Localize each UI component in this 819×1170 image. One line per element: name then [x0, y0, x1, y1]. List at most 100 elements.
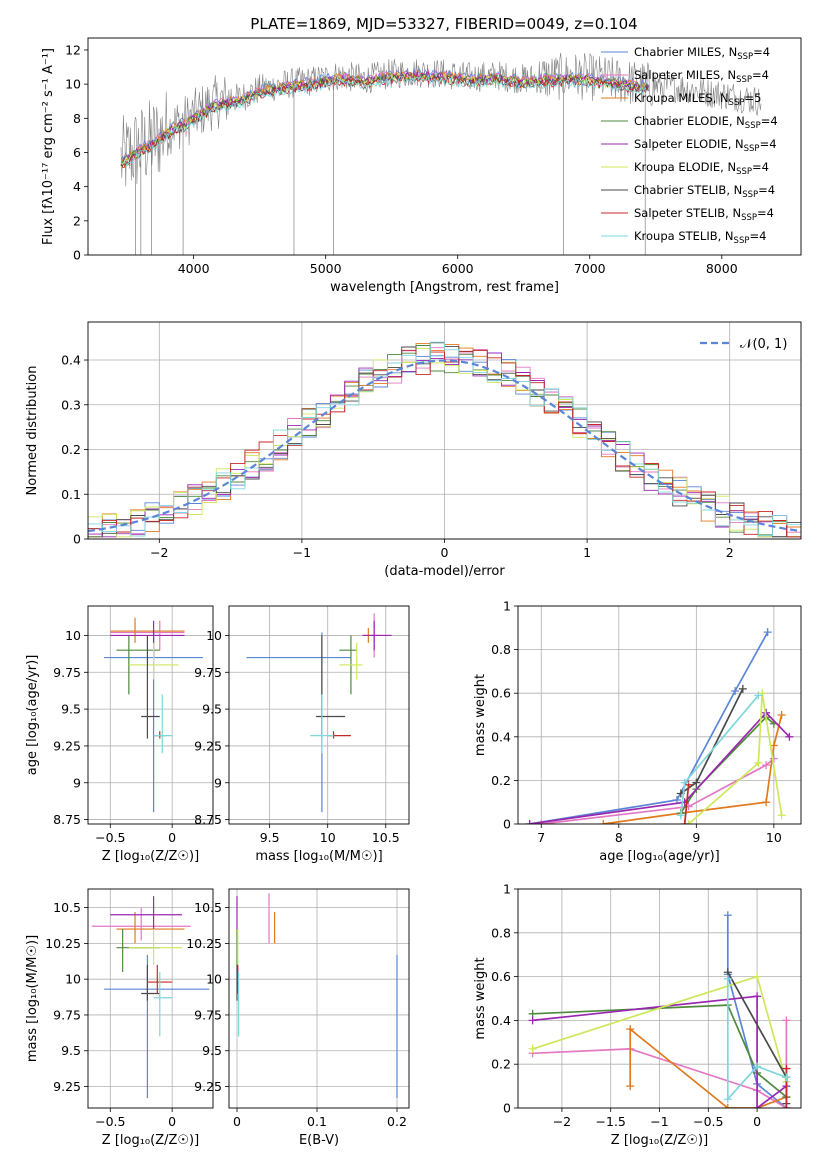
legend-label-text: Salpeter ELODIE, N: [634, 137, 744, 151]
axes-frame: [517, 888, 802, 1109]
x-tick-label: 5000: [310, 261, 342, 276]
legend-label-text: Kroupa STELIB, N: [634, 229, 734, 243]
x-tick-label: 8: [615, 830, 623, 845]
legend-label: Kroupa ELODIE, NSSP=4: [634, 160, 769, 177]
legend-label-suffix: =4: [752, 160, 769, 174]
y-tick-label: 9.25: [53, 738, 81, 753]
legend-label: Salpeter STELIB, NSSP=4: [634, 206, 774, 223]
legend-label: 𝒩(0, 1): [740, 337, 787, 352]
x-tick-label: 0: [168, 830, 176, 845]
y-tick-label: 0.8: [491, 642, 511, 657]
x-tick-label: 10: [766, 830, 782, 845]
series-line-salpeter_elodie: [529, 711, 791, 824]
series-marker-kroupa_stelib: [680, 778, 689, 787]
y-tick-label: 0.4: [491, 1013, 511, 1028]
legend-label: Salpeter MILES, NSSP=4: [634, 68, 769, 85]
legend-label: Kroupa STELIB, NSSP=4: [634, 229, 766, 246]
series-marker-kroupa_elodie: [753, 972, 762, 981]
x-axis-label: E(B-V): [299, 1133, 339, 1148]
y-axis-label: age [log₁₀(age/yr)]: [25, 655, 40, 776]
y-tick-label: 0.1: [61, 487, 81, 502]
plot-spectrum: [120, 52, 762, 255]
gaussian-curve: [88, 359, 801, 533]
legend-label-sub: SSP: [736, 75, 752, 85]
y-tick-label: 9.5: [202, 1043, 222, 1058]
y-axis-label: Flux [fλ10⁻¹⁷ erg cm⁻² s⁻¹ A⁻¹]: [41, 48, 56, 245]
y-tick-label: 1: [503, 882, 511, 897]
y-tick-label: 10.25: [186, 936, 222, 951]
histogram-chabrier_elodie: [88, 345, 801, 538]
series-line-chabrier_miles: [726, 915, 787, 1108]
series-marker-chabrier_miles: [723, 911, 732, 920]
series-marker-kroupa_elodie: [777, 811, 786, 820]
y-tick-label: 0: [503, 817, 511, 832]
series-marker-chabrier_miles: [763, 628, 772, 637]
legend-label-text: Kroupa MILES, N: [634, 91, 729, 105]
series-marker-salpeter_elodie: [785, 732, 794, 741]
series-marker-kroupa_elodie: [684, 820, 693, 824]
series-line-salpeter_elodie: [532, 995, 787, 1108]
axes-frame: [228, 605, 410, 825]
legend-label: Kroupa MILES, NSSP=5: [634, 91, 761, 108]
legend-label: Salpeter ELODIE, NSSP=4: [634, 137, 777, 154]
y-tick-label: 0.4: [61, 353, 81, 368]
series-marker-kroupa_stelib: [723, 1095, 732, 1104]
y-tick-label: 0: [73, 248, 81, 263]
spectrum-data-line: [120, 52, 762, 187]
x-axis-label: Z [log₁₀(Z/Z☉)]: [611, 1133, 708, 1148]
y-tick-label: 9: [73, 775, 81, 790]
x-tick-label: −2: [150, 545, 168, 560]
series-line-chabrier_elodie: [680, 716, 775, 814]
x-tick-label: 10.5: [372, 830, 400, 845]
y-tick-label: 10.25: [45, 936, 81, 951]
series-marker-chabrier_stelib: [692, 778, 701, 787]
series-marker-salpeter_miles: [782, 1016, 791, 1025]
x-tick-label: 0: [233, 1114, 241, 1129]
y-tick-label: 9.75: [53, 665, 81, 680]
series-marker-kroupa_stelib: [782, 1073, 791, 1082]
y-tick-label: 4: [73, 179, 81, 194]
x-tick-label: 9.5: [260, 830, 280, 845]
series-marker-salpeter_elodie: [753, 1104, 762, 1108]
x-tick-label: 7: [537, 830, 545, 845]
y-tick-label: 9.25: [53, 1079, 81, 1094]
x-tick-label: 10: [320, 830, 336, 845]
legend-label-text: Salpeter STELIB, N: [634, 206, 741, 220]
series-line-chabrier_miles: [529, 631, 769, 824]
y-tick-label: 8.75: [194, 812, 222, 827]
series-marker-kroupa_stelib: [676, 811, 685, 820]
y-tick-label: 0.2: [61, 442, 81, 457]
legend-label-suffix: =4: [761, 114, 778, 128]
x-tick-label: 8000: [706, 261, 738, 276]
series-marker-salpeter_elodie: [525, 820, 534, 824]
series-marker-salpeter_stelib: [782, 1064, 791, 1073]
panel-age-vs-mass: 9.5 10 10.5 8.75 9 9.25 9.5 9.75 10 mass [log₁₀(M…: [194, 605, 410, 864]
plot-mass-vs-ebv: [236, 893, 398, 1098]
y-tick-label: 10: [65, 628, 81, 643]
legend-label-sub: SSP: [737, 52, 753, 62]
y-tick-label: 0: [73, 532, 81, 547]
y-tick-label: 0.6: [491, 969, 511, 984]
y-tick-label: 8.75: [53, 812, 81, 827]
series-marker-kroupa_stelib: [753, 1062, 762, 1071]
series-marker-kroupa_miles: [626, 1082, 635, 1091]
plot-residuals: [88, 341, 801, 538]
legend-label: Chabrier STELIB, NSSP=4: [634, 183, 775, 200]
plot-age-vs-mass: [246, 613, 392, 813]
y-tick-label: 0.8: [491, 925, 511, 940]
series-marker-kroupa_elodie: [754, 758, 763, 767]
series-marker-salpeter_elodie: [753, 992, 762, 1001]
legend-label-suffix: =4: [753, 45, 770, 59]
series-line-kroupa_elodie: [688, 693, 783, 824]
x-axis-label: (data-model)/error: [384, 564, 505, 579]
series-line-chabrier_stelib: [680, 688, 744, 795]
series-marker-salpeter_miles: [537, 820, 546, 824]
panel-weight-vs-age: 7 8 9 10 0 0.2 0.4 0.6 0.8 1 age [log₁₀(age/yr)] ma…: [473, 599, 802, 864]
figure-title: PLATE=1869, MJD=53327, FIBERID=0049, z=0…: [250, 15, 637, 33]
series-line-salpeter_stelib: [683, 784, 690, 824]
series-marker-kroupa_stelib: [723, 974, 732, 983]
series-marker-salpeter_miles: [762, 761, 771, 770]
legend-label-suffix: =4: [757, 206, 774, 220]
plot-age-vs-Z: [104, 617, 204, 813]
